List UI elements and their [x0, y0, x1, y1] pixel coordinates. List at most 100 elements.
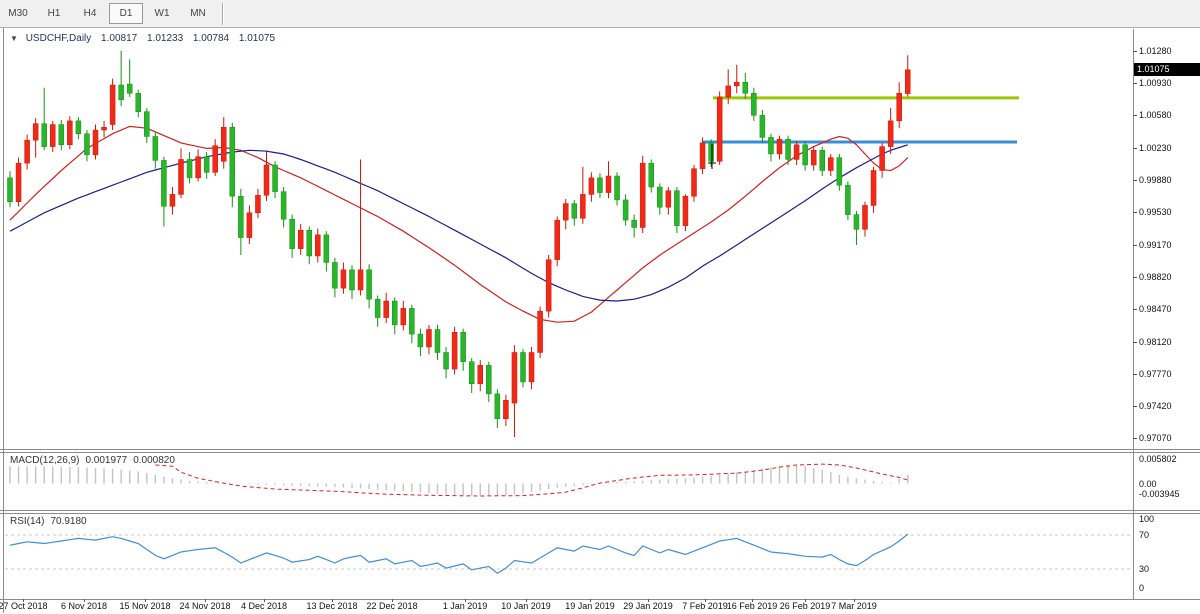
macd-signal-line: [155, 463, 908, 497]
macd-scale-label: 0.00: [1139, 478, 1157, 489]
candlestick: [554, 219, 560, 260]
timeframe-button-MN[interactable]: MN: [190, 8, 206, 19]
candlestick: [862, 205, 868, 230]
timeframe-button-D1[interactable]: D1: [109, 3, 143, 24]
candlestick: [238, 195, 244, 238]
candlestick: [75, 120, 82, 134]
candlestick: [32, 123, 39, 141]
candlestick: [674, 190, 680, 226]
candlestick: [118, 84, 124, 100]
price-axis-tick: [1133, 277, 1137, 279]
chart-title: ▼ USDCHF,Daily 1.00817 1.01233 1.00784 1…: [10, 33, 275, 44]
candlestick: [109, 84, 116, 125]
candlestick: [708, 142, 714, 162]
price-axis-label: 1.00930: [1139, 78, 1172, 89]
candlestick: [836, 157, 843, 186]
candlestick: [494, 393, 501, 419]
candlestick: [58, 124, 65, 146]
candlestick: [332, 262, 338, 289]
candlestick: [725, 85, 731, 98]
price-axis-tick: [1133, 51, 1137, 52]
rsi-scale-label: 0: [1139, 583, 1145, 593]
candlestick: [537, 310, 543, 353]
candlestick: [15, 162, 22, 202]
price-axis-label: 1.00230: [1139, 142, 1172, 153]
candlestick: [563, 203, 569, 221]
price-axis-tick: [1133, 211, 1137, 213]
candlestick: [186, 159, 193, 179]
date-axis-label: 16 Feb 2019: [726, 601, 778, 611]
candlestick: [126, 83, 133, 94]
candlestick: [905, 69, 911, 94]
ma-fast-red-line: [9, 125, 909, 323]
support-line[interactable]: [703, 140, 1017, 144]
ohlc-close: 1.01075: [238, 33, 276, 44]
price-axis-tick: [1133, 373, 1137, 375]
candlestick: [571, 203, 578, 219]
collapse-arrow-icon[interactable]: ▼: [10, 34, 18, 43]
candlestick: [323, 234, 330, 263]
candlestick: [24, 139, 30, 164]
candlestick: [443, 352, 449, 370]
candlestick: [810, 150, 817, 166]
candlestick: [828, 157, 834, 171]
candlestick: [716, 96, 723, 162]
candlestick: [477, 365, 483, 385]
price-axis-label: 0.99170: [1139, 240, 1172, 250]
macd-label: MACD(12,26,9) 0.001977 0.000820: [10, 455, 175, 466]
candlestick: [357, 269, 364, 291]
timeframe-button-H4[interactable]: H4: [83, 8, 97, 19]
macd-scale-label: 0.005802: [1139, 453, 1177, 464]
window-left-border: [3, 28, 4, 613]
macd-signal-value: 0.000820: [133, 455, 175, 466]
toolbar-separator: [222, 2, 224, 25]
candlestick: [92, 129, 99, 156]
rsi-value: 70.9180: [50, 516, 87, 527]
date-axis-label: 27 Oct 2018: [0, 601, 48, 611]
candlestick: [648, 162, 654, 188]
candlestick: [580, 194, 586, 219]
timeframe-button-W1[interactable]: W1: [154, 8, 170, 19]
candlestick: [682, 195, 689, 226]
price-axis-tick: [1133, 115, 1137, 117]
date-axis-label: 24 Nov 2018: [179, 601, 231, 611]
price-axis-label: 0.98470: [1139, 304, 1172, 315]
rsi-scale-label: 30: [1139, 564, 1150, 574]
candlestick: [605, 175, 612, 193]
pane-separator-rsi-top: [0, 510, 1200, 511]
candlestick: [50, 124, 56, 147]
price-axis-tick: [1133, 405, 1137, 407]
pane-separator-rsi-bottom: [0, 513, 1200, 514]
date-axis-tick: [752, 599, 753, 602]
macd-main-value: 0.001977: [85, 455, 128, 466]
candlestick: [212, 145, 218, 173]
candlestick: [366, 269, 372, 300]
candlestick: [451, 332, 458, 370]
date-axis-label: 6 Nov 2018: [60, 601, 108, 611]
date-axis-label: 10 Jan 2019: [501, 601, 551, 611]
candlestick: [785, 138, 791, 160]
candlestick: [152, 136, 159, 161]
candlestick: [759, 115, 766, 138]
candlestick: [272, 164, 278, 192]
candlestick: [161, 160, 167, 207]
candlestick: [545, 259, 552, 312]
price-axis-tick: [1133, 309, 1137, 311]
candlestick: [793, 144, 800, 160]
timeframe-button-H1[interactable]: H1: [47, 8, 61, 19]
rsi-scale-label: 100: [1139, 514, 1155, 524]
candlestick: [503, 400, 509, 419]
candlestick: [169, 194, 176, 207]
price-axis-label: 1.01280: [1139, 46, 1172, 56]
candlestick: [776, 138, 783, 155]
price-axis-separator: [1133, 29, 1134, 599]
candlestick: [879, 146, 885, 171]
date-axis-tick: [805, 599, 806, 602]
candlestick: [280, 191, 287, 220]
resistance-line[interactable]: [713, 96, 1019, 100]
candlestick: [135, 93, 141, 112]
timeframe-button-M30[interactable]: M30: [8, 8, 28, 19]
price-axis-label: 0.98120: [1139, 336, 1172, 347]
candlestick: [460, 332, 466, 362]
